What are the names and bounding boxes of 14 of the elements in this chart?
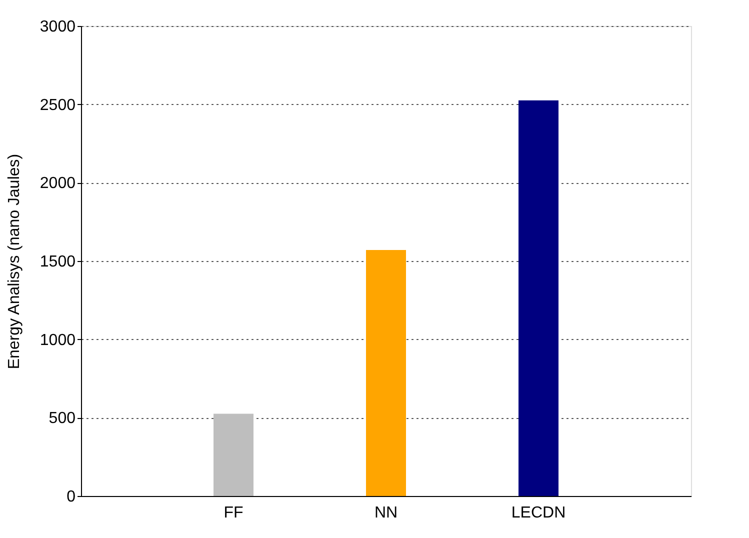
- x-tick-label: NN: [374, 504, 398, 522]
- y-tick-label: 1000: [40, 332, 76, 349]
- x-tick-label: LECDN: [511, 504, 566, 522]
- y-axis-title: Energy Analisys (nano Jaules): [6, 154, 23, 370]
- y-tick-label: 1500: [40, 254, 76, 270]
- y-tick-label: 3000: [40, 18, 76, 36]
- bar: [214, 414, 254, 496]
- x-tick-label: FF: [224, 504, 244, 522]
- y-tick-label: 0: [66, 488, 76, 506]
- y-tick-label: 500: [48, 410, 76, 428]
- bar: [518, 100, 558, 496]
- y-tick-label: 2000: [40, 175, 76, 192]
- bar: [366, 250, 406, 496]
- y-tick-label: 2500: [40, 96, 76, 114]
